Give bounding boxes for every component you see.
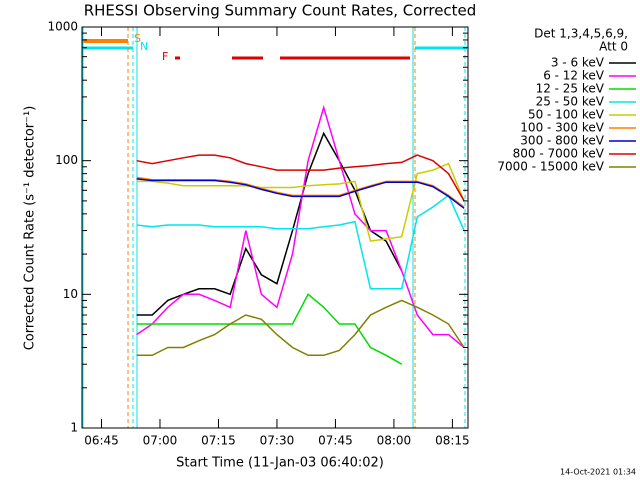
legend-label: 3 - 6 keV: [551, 56, 605, 70]
series-line: [136, 162, 465, 242]
series-line: [136, 299, 465, 357]
series-line: [136, 104, 465, 349]
x-tick-label: 08:15: [435, 434, 470, 448]
legend-header: Det 1,3,4,5,6,9,: [534, 27, 628, 41]
legend-label: 7000 - 15000 keV: [497, 160, 604, 174]
annotation: N: [140, 40, 148, 53]
legend-label: 12 - 25 keV: [536, 82, 605, 96]
y-axis-label: Corrected Count Rate (s⁻¹ detector⁻¹): [23, 106, 38, 351]
chart-title: RHESSI Observing Summary Count Rates, Co…: [84, 2, 477, 20]
legend-label: 6 - 12 keV: [543, 69, 605, 83]
plot-frame: [81, 26, 469, 429]
series-line: [136, 131, 403, 316]
y-tick-label: 10: [63, 287, 78, 301]
annotation: F: [162, 50, 168, 63]
x-tick-label: 07:45: [318, 434, 353, 448]
x-tick-label: 07:30: [260, 434, 295, 448]
legend-label: 800 - 7000 keV: [513, 147, 605, 161]
series-line: [136, 154, 465, 202]
x-tick-label: 06:45: [84, 434, 119, 448]
x-axis-label: Start Time (11-Jan-03 06:40:02): [176, 456, 384, 471]
y-tick-label: 100: [55, 153, 78, 167]
y-tick-label: 1: [70, 421, 78, 435]
series-line: [136, 194, 465, 290]
y-tick-label: 1000: [47, 20, 78, 34]
x-tick-label: 07:15: [201, 434, 236, 448]
annotation: S: [134, 32, 141, 45]
legend-label: 50 - 100 keV: [528, 108, 605, 122]
legend-label: 100 - 300 keV: [520, 121, 604, 135]
series-line: [136, 176, 465, 208]
timestamp: 14-Oct-2021 01:34: [560, 468, 636, 477]
legend-header: Att 0: [599, 40, 628, 54]
x-tick-label: 07:00: [143, 434, 178, 448]
x-tick-label: 08:00: [377, 434, 412, 448]
series-line: [136, 293, 403, 365]
legend-label: 25 - 50 keV: [536, 95, 605, 109]
legend-label: 300 - 800 keV: [520, 134, 604, 148]
flags: [82, 27, 467, 428]
series-line: [136, 178, 465, 209]
